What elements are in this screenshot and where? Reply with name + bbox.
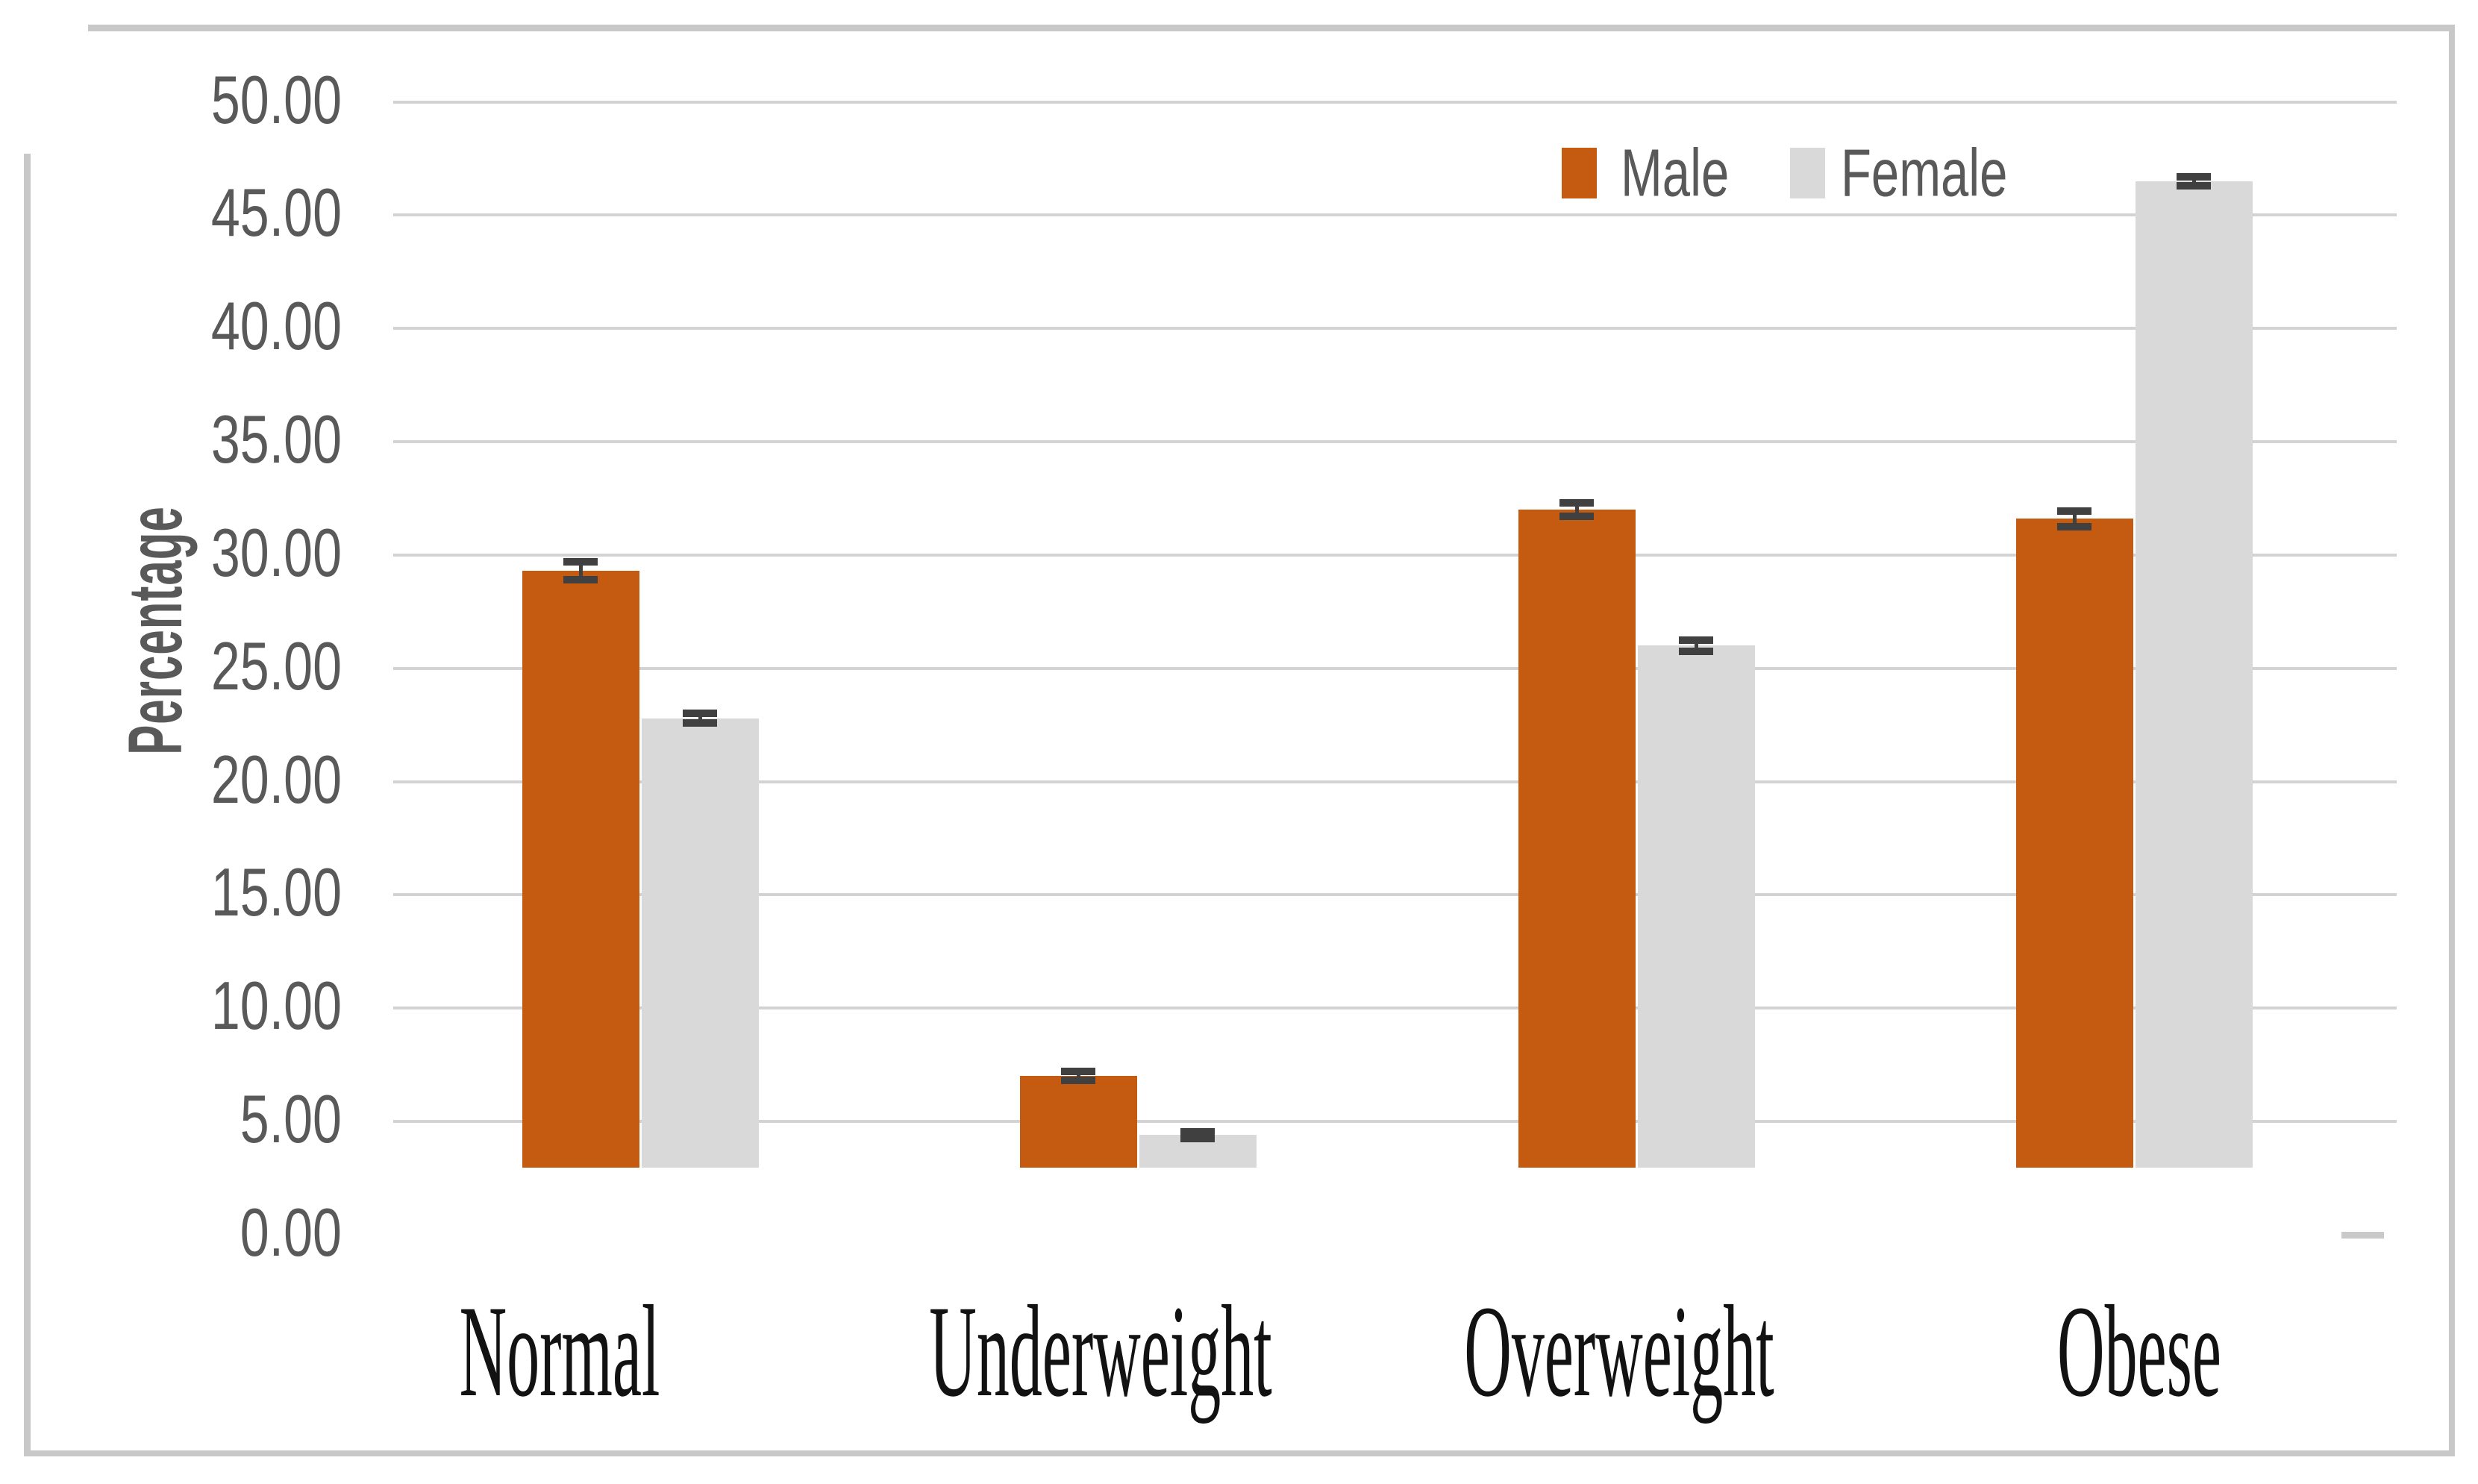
y-tick-label-0: 0.00 [240, 1195, 342, 1271]
figure-border-right [2449, 25, 2455, 1456]
y-tick-label-5: 5.00 [240, 1081, 342, 1157]
y-tick-label-30: 30.00 [210, 514, 342, 591]
y-tick-label-15: 15.00 [210, 854, 342, 930]
gridline-10 [393, 1006, 2397, 1010]
gridline-35 [393, 440, 2397, 444]
bar-female-obese [2135, 181, 2253, 1168]
error-bar-cap-top [2177, 172, 2211, 181]
error-bar-cap-top [1180, 1127, 1215, 1136]
legend-swatch-female [1790, 148, 1825, 198]
figure-border-bottom [24, 1450, 2455, 1456]
x-category-label-normal: Normal [459, 1280, 660, 1425]
error-bar-cap-top [1679, 636, 1713, 644]
error-bar-cap-bottom [683, 718, 717, 727]
bar-male-normal [522, 571, 639, 1168]
error-bar-cap-bottom [1061, 1077, 1095, 1085]
x-category-label-overweight: Overweight [1464, 1280, 1774, 1425]
legend-swatch-male [1562, 148, 1597, 198]
error-bar-cap-bottom [2057, 522, 2091, 530]
x-category-label-underweight: Underweight [929, 1280, 1272, 1425]
error-bar-cap-top [2057, 507, 2091, 515]
y-tick-label-20: 20.00 [210, 741, 342, 818]
figure-border-top [88, 25, 2455, 31]
error-bar-cap-bottom [1180, 1134, 1215, 1142]
error-bar-cap-top [1061, 1068, 1095, 1076]
figure-border-left [24, 154, 31, 1456]
error-bar-cap-bottom [1559, 513, 1594, 521]
error-bar-whisker [2072, 510, 2077, 527]
error-bar-cap-top [683, 710, 717, 718]
error-bar-whisker [1076, 1071, 1080, 1081]
axis-zero-dash [2341, 1232, 2384, 1239]
error-bar-cap-bottom [2177, 181, 2211, 190]
y-tick-label-50: 50.00 [210, 61, 342, 137]
error-bar-whisker [1574, 503, 1579, 517]
error-bar-cap-top [1559, 499, 1594, 507]
y-tick-label-35: 35.00 [210, 401, 342, 478]
bar-female-normal [641, 718, 759, 1168]
y-tick-label-10: 10.00 [210, 968, 342, 1044]
error-bar-cap-bottom [563, 576, 598, 584]
bar-female-overweight [1637, 645, 1755, 1168]
gridline-30 [393, 553, 2397, 557]
bar-male-obese [2015, 519, 2133, 1168]
bar-male-overweight [1518, 510, 1636, 1168]
legend-label-female: Female [1841, 135, 2008, 211]
gridline-5 [393, 1120, 2397, 1124]
gridline-40 [393, 327, 2397, 331]
x-category-label-obese: Obese [2057, 1280, 2221, 1425]
gridline-20 [393, 780, 2397, 783]
legend-label-male: Male [1621, 135, 1730, 211]
gridline-45 [393, 213, 2397, 217]
gridline-50 [393, 100, 2397, 104]
gridline-25 [393, 666, 2397, 670]
error-bar-whisker [578, 562, 583, 580]
y-tick-label-45: 45.00 [210, 175, 342, 251]
bar-male-underweight [1019, 1076, 1137, 1168]
error-bar-whisker [698, 713, 702, 723]
gridline-15 [393, 893, 2397, 897]
error-bar-cap-top [563, 558, 598, 566]
y-tick-label-40: 40.00 [210, 288, 342, 364]
y-axis-title: Percentage [113, 506, 198, 755]
error-bar-whisker [1694, 639, 1698, 651]
error-bar-whisker [2191, 176, 2196, 186]
y-tick-label-25: 25.00 [210, 627, 342, 704]
error-bar-cap-bottom [1679, 647, 1713, 655]
